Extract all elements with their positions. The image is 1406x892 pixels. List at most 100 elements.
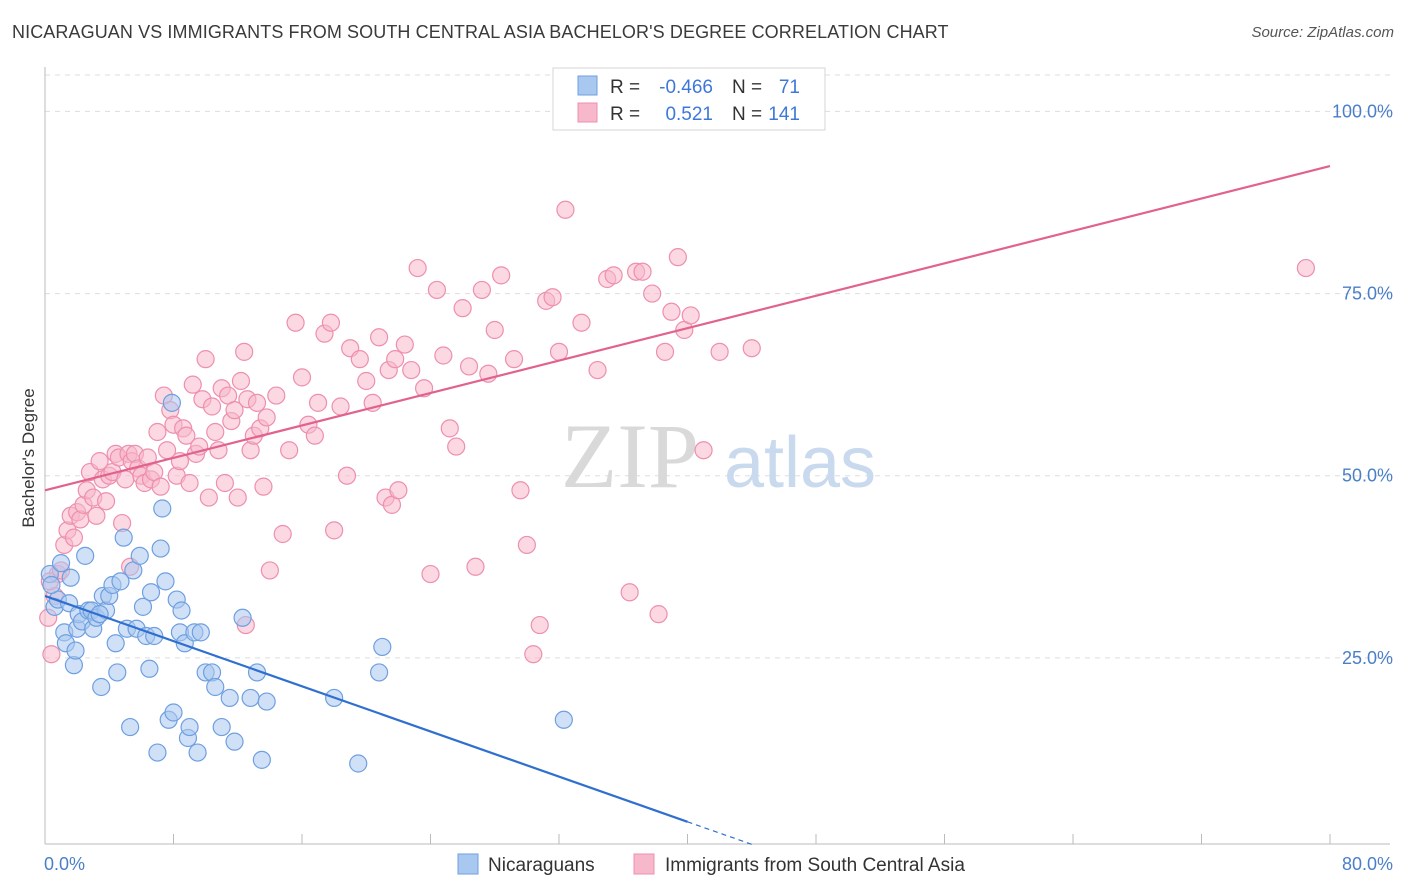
immigrants-point-127 (662, 302, 681, 321)
immigrants-point-124 (643, 284, 662, 303)
immigrants-point-115 (549, 342, 569, 361)
immigrants-point-131 (694, 441, 713, 460)
immigrants-point-67 (257, 408, 276, 427)
correlation-legend: R = -0.466 N = 71 R = 0.521 N = 141 (552, 67, 826, 131)
legend-r-value-pink: 0.521 (665, 104, 713, 125)
legend-swatch-immigrants (633, 853, 655, 875)
immigrants-point-130 (681, 306, 700, 325)
nicaraguans-point-3 (51, 554, 71, 573)
legend-label-nicaraguans: Nicaraguans (488, 855, 595, 876)
nicaraguans-point-55 (212, 717, 231, 737)
immigrants-point-104 (472, 280, 491, 300)
immigrants-point-116 (556, 200, 575, 219)
nicaraguans-point-23 (108, 663, 127, 682)
nicaraguans-point-22 (106, 634, 125, 653)
legend-box (552, 67, 826, 131)
immigrants-point-59 (231, 371, 251, 391)
immigrants-point-79 (325, 521, 344, 540)
legend-label-immigrants: Immigrants from South Central Asia (665, 855, 965, 876)
immigrants-point-100 (447, 437, 466, 456)
legend-swatch-nicaraguans (457, 853, 479, 875)
immigrants-point-81 (337, 466, 357, 485)
nicaraguans-point-64 (349, 754, 368, 773)
immigrants-point-123 (633, 262, 652, 281)
immigrants-point-106 (485, 320, 504, 340)
immigrants-point-68 (260, 561, 279, 580)
series-legend: Nicaraguans Immigrants from South Centra… (457, 853, 965, 876)
immigrants-point-101 (453, 299, 472, 318)
legend-n-label-blue: N = (732, 77, 762, 98)
immigrants-point-43 (180, 473, 199, 493)
immigrants-point-108 (504, 350, 524, 369)
nicaraguans-point-61 (252, 750, 271, 769)
y-tick-label-75: 75.0% (1342, 284, 1393, 304)
immigrants-point-96 (421, 564, 440, 584)
immigrants-point-83 (350, 350, 369, 369)
immigrants-point-64 (247, 393, 267, 412)
immigrants-point-120 (604, 266, 623, 285)
immigrants-point-114 (543, 288, 562, 307)
nicaraguans-point-39 (156, 572, 175, 591)
immigrants-point-44 (183, 375, 202, 394)
series-nicaraguans-points (40, 393, 573, 773)
immigrants-point-49 (199, 488, 218, 507)
nicaraguans-point-24 (111, 572, 130, 591)
nicaraguans-point-50 (188, 743, 207, 762)
nicaraguans-point-12 (76, 546, 95, 565)
nicaraguans-point-69 (66, 641, 85, 660)
immigrants-point-103 (466, 557, 485, 576)
immigrants-point-42 (177, 426, 196, 445)
immigrants-point-33 (148, 422, 167, 442)
immigrants-point-125 (649, 605, 668, 624)
nicaraguans-point-7 (61, 568, 80, 587)
immigrants-point-66 (254, 477, 273, 496)
immigrants-point-90 (386, 350, 405, 369)
immigrants-point-78 (321, 313, 341, 332)
legend-r-value-blue: -0.466 (659, 77, 713, 98)
nicaraguans-point-62 (257, 692, 276, 711)
nicaraguans-point-65 (370, 663, 389, 682)
nicaraguans-point-58 (233, 608, 252, 627)
immigrants-point-57 (225, 401, 244, 420)
trendlines (44, 165, 1331, 845)
immigrants-point-86 (370, 328, 389, 347)
immigrants-point-91 (389, 481, 408, 500)
immigrants-point-69 (267, 386, 286, 405)
nicaraguans-point-59 (241, 688, 260, 708)
nicaraguans-point-30 (130, 546, 149, 565)
watermark-zip: ZIP (561, 405, 699, 507)
immigrants-point-84 (357, 371, 376, 391)
nicaraguans-point-17 (92, 677, 111, 697)
trendline-nicaraguans (44, 594, 688, 823)
immigrants-point-58 (228, 488, 247, 507)
x-tick-label-min: 0.0% (44, 854, 85, 874)
legend-swatch-blue (577, 75, 598, 96)
nicaraguans-point-25 (114, 528, 133, 547)
legend-n-value-blue: 71 (779, 77, 800, 98)
immigrants-point-107 (492, 266, 511, 285)
nicaraguans-point-48 (180, 717, 199, 737)
legend-n-value-pink: 141 (768, 104, 800, 125)
nicaraguans-point-27 (121, 717, 140, 737)
chart-source: Source: ZipAtlas.com (1251, 24, 1394, 41)
nicaraguans-point-45 (172, 601, 191, 620)
immigrants-point-60 (235, 342, 254, 361)
nicaraguans-point-33 (140, 659, 159, 678)
nicaraguans-point-66 (373, 637, 392, 657)
chart-title: NICARAGUAN VS IMMIGRANTS FROM SOUTH CENT… (12, 22, 949, 42)
immigrants-point-112 (530, 615, 549, 635)
immigrants-point-75 (305, 426, 324, 445)
immigrants-point-80 (331, 397, 350, 416)
y-tick-label-50: 50.0% (1342, 466, 1393, 486)
immigrants-point-111 (524, 645, 543, 664)
nicaraguans-point-51 (191, 623, 210, 642)
immigrants-point-98 (434, 346, 453, 365)
immigrants-point-110 (517, 535, 536, 555)
nicaraguans-point-37 (151, 539, 170, 558)
nicaraguans-point-56 (220, 688, 239, 708)
immigrants-point-73 (292, 368, 312, 387)
immigrants-point-117 (572, 313, 591, 332)
immigrants-point-102 (459, 357, 479, 376)
nicaraguans-point-42 (164, 703, 183, 722)
